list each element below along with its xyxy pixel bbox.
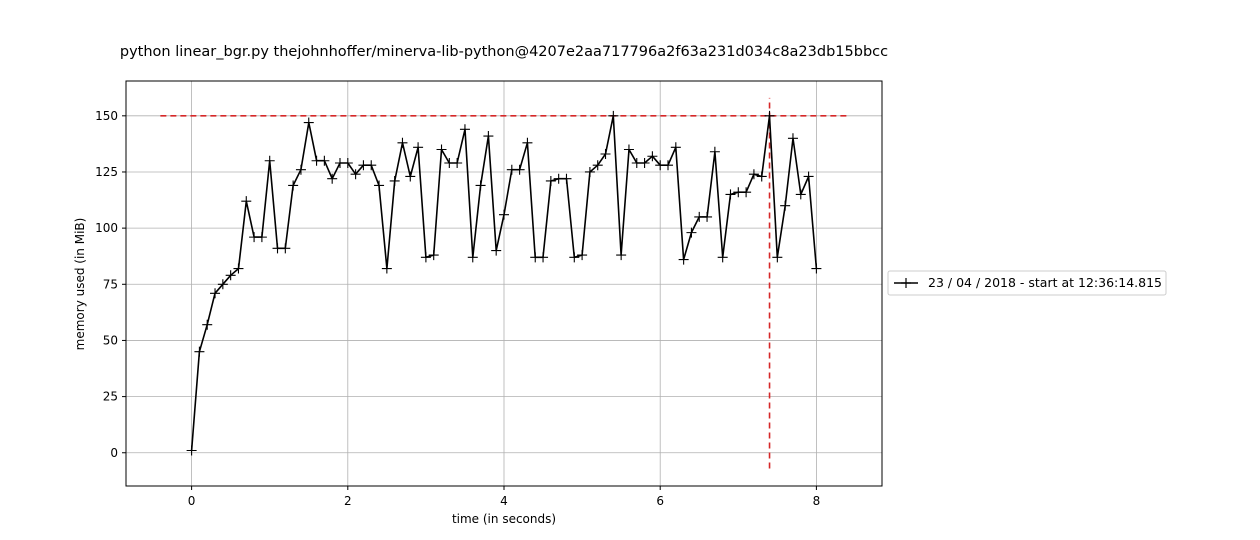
data-point-marker	[592, 160, 603, 171]
data-point-marker	[772, 252, 783, 263]
y-axis-label: memory used (in MiB)	[73, 218, 87, 351]
data-point-marker	[241, 196, 252, 207]
series-line	[186, 110, 822, 456]
data-point-marker	[381, 263, 392, 274]
data-point-marker	[186, 445, 197, 456]
data-point-marker	[420, 252, 431, 263]
data-point-marker	[702, 211, 713, 222]
data-point-marker	[795, 189, 806, 200]
axes: 0 2 4 6 8 0 25 50 75 100 125 150	[95, 80, 883, 508]
data-point-marker	[459, 124, 470, 135]
data-point-marker	[811, 263, 822, 274]
max-memory-markers	[160, 97, 848, 469]
data-point-marker	[342, 157, 353, 168]
y-tick-label: 50	[103, 333, 118, 347]
data-point-marker	[264, 155, 275, 166]
data-point-marker	[413, 142, 424, 153]
data-point-marker	[467, 252, 478, 263]
data-point-marker	[522, 137, 533, 148]
data-point-marker	[397, 137, 408, 148]
data-point-marker	[217, 279, 228, 290]
y-tick-label: 150	[95, 109, 118, 123]
data-point-marker	[600, 149, 611, 160]
data-point-marker	[225, 270, 236, 281]
data-point-marker	[545, 175, 556, 186]
data-point-marker	[717, 252, 728, 263]
data-point-marker	[787, 133, 798, 144]
data-point-marker	[374, 180, 385, 191]
data-point-marker	[295, 164, 306, 175]
data-point-marker	[803, 171, 814, 182]
data-point-marker	[608, 110, 619, 121]
data-point-marker	[514, 164, 525, 175]
data-point-marker	[405, 171, 416, 182]
data-point-marker	[748, 169, 759, 180]
data-point-marker	[725, 189, 736, 200]
data-point-marker	[686, 227, 697, 238]
y-tick-label: 25	[103, 390, 118, 404]
data-point-marker	[491, 245, 502, 256]
data-point-marker	[584, 166, 595, 177]
y-tick-label: 100	[95, 221, 118, 235]
data-point-marker	[483, 131, 494, 142]
x-tick-label: 6	[656, 494, 664, 508]
data-point-marker	[670, 142, 681, 153]
data-point-marker	[327, 173, 338, 184]
data-point-marker	[233, 263, 244, 274]
data-point-marker	[623, 144, 634, 155]
y-tick-label: 0	[110, 446, 118, 460]
data-point-marker	[780, 200, 791, 211]
grid-lines	[126, 81, 882, 486]
data-point-marker	[280, 243, 291, 254]
data-point-marker	[764, 110, 775, 121]
data-point-marker	[616, 250, 627, 261]
y-tick-label: 75	[103, 277, 118, 291]
x-tick-label: 0	[188, 494, 196, 508]
data-point-marker	[256, 232, 267, 243]
chart-title: python linear_bgr.py thejohnhoffer/miner…	[120, 44, 888, 60]
data-point-marker	[288, 180, 299, 191]
data-point-marker	[210, 288, 221, 299]
data-point-marker	[436, 144, 447, 155]
data-point-marker	[475, 180, 486, 191]
legend: 23 / 04 / 2018 - start at 12:36:14.815	[887, 270, 1167, 296]
data-point-marker	[319, 155, 330, 166]
data-point-marker	[663, 160, 674, 171]
x-tick-label: 4	[500, 494, 508, 508]
data-point-marker	[366, 160, 377, 171]
data-point-marker	[350, 169, 361, 180]
data-point-marker	[538, 252, 549, 263]
x-axis-label: time (in seconds)	[452, 512, 556, 526]
y-tick-label: 125	[95, 165, 118, 179]
x-tick-label: 8	[813, 494, 821, 508]
data-point-marker	[194, 346, 205, 357]
data-point-marker	[569, 252, 580, 263]
data-point-marker	[452, 157, 463, 168]
legend-entry-label: 23 / 04 / 2018 - start at 12:36:14.815	[928, 275, 1162, 290]
data-point-marker	[303, 117, 314, 128]
data-point-marker	[577, 250, 588, 261]
data-point-marker	[389, 175, 400, 186]
data-point-marker	[756, 171, 767, 182]
data-point-marker	[709, 146, 720, 157]
data-point-marker	[678, 254, 689, 265]
legend-frame	[887, 270, 1167, 296]
data-point-marker	[561, 173, 572, 184]
data-point-marker	[499, 209, 509, 220]
data-point-marker	[639, 157, 650, 168]
legend-marker-swatch	[901, 278, 911, 288]
data-point-marker	[202, 319, 213, 330]
data-point-marker	[741, 187, 752, 198]
data-point-marker	[428, 250, 439, 261]
x-tick-label: 2	[344, 494, 352, 508]
data-point-marker	[647, 151, 658, 162]
